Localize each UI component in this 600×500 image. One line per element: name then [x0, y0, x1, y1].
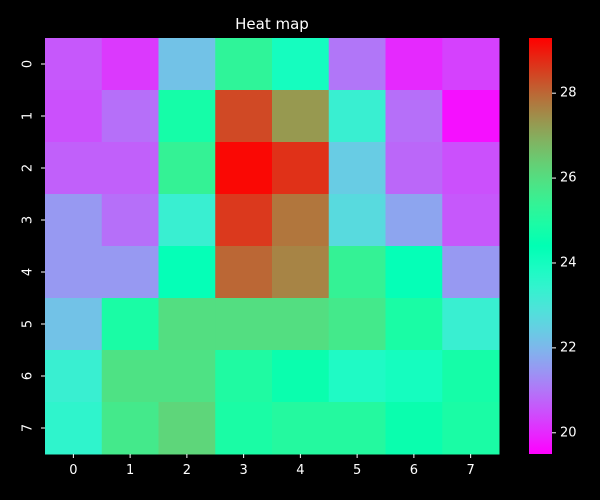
x-tick-label: 3: [239, 463, 247, 478]
heatmap-cell-7-0: [45, 402, 103, 455]
y-tick-label: 7: [21, 424, 36, 432]
heatmap-cell-6-3: [215, 350, 273, 403]
heatmap-cell-1-7: [442, 90, 500, 143]
heatmap-cell-6-7: [442, 350, 500, 403]
heatmap-cell-1-6: [385, 90, 443, 143]
colorbar-ticks: 20 22 24 26 28: [552, 86, 577, 440]
heatmap-cell-4-3: [215, 246, 273, 299]
heatmap-cell-6-6: [385, 350, 443, 403]
heatmap-cell-6-1: [101, 350, 159, 403]
y-tick-label: 1: [21, 112, 36, 120]
heatmap-cell-3-4: [272, 194, 330, 247]
heatmap-cell-0-1: [101, 38, 159, 91]
heatmap-cell-7-5: [328, 402, 386, 455]
heatmap-cell-5-1: [101, 298, 159, 351]
heatmap-cell-0-5: [328, 38, 386, 91]
heatmap-cell-4-7: [442, 246, 500, 299]
heatmap-cell-0-4: [272, 38, 330, 91]
heatmap-cell-2-5: [328, 142, 386, 195]
heatmap-cell-1-2: [158, 90, 216, 143]
x-tick-label: 6: [410, 463, 418, 478]
heatmap-cell-2-6: [385, 142, 443, 195]
colorbar-tick-label: 20: [560, 425, 577, 440]
heatmap-cell-4-6: [385, 246, 443, 299]
heatmap-cell-4-5: [328, 246, 386, 299]
heatmap-cell-4-4: [272, 246, 330, 299]
x-tick-label: 2: [183, 463, 191, 478]
heatmap-cell-3-2: [158, 194, 216, 247]
x-axis: 0 1 2 3 4 5 6 7: [69, 454, 475, 478]
heatmap-cell-5-7: [442, 298, 500, 351]
heatmap-cell-1-5: [328, 90, 386, 143]
heatmap-cell-5-6: [385, 298, 443, 351]
colorbar: [529, 38, 552, 454]
heatmap-cell-4-2: [158, 246, 216, 299]
x-tick-label: 0: [69, 463, 77, 478]
heatmap-cell-2-7: [442, 142, 500, 195]
x-tick-label: 1: [126, 463, 134, 478]
heatmap-cell-7-1: [101, 402, 159, 455]
y-tick-label: 2: [21, 164, 36, 172]
heatmap-cell-3-1: [101, 194, 159, 247]
heatmap-cell-3-6: [385, 194, 443, 247]
heatmap-cell-5-4: [272, 298, 330, 351]
heatmap-cell-0-6: [385, 38, 443, 91]
heatmap-cells: [45, 38, 500, 455]
heatmap-cell-3-0: [45, 194, 103, 247]
heatmap-cell-1-4: [272, 90, 330, 143]
y-tick-label: 4: [21, 268, 36, 276]
heatmap-cell-5-2: [158, 298, 216, 351]
heatmap-cell-6-4: [272, 350, 330, 403]
heatmap-cell-0-0: [45, 38, 103, 91]
heatmap-cell-3-3: [215, 194, 273, 247]
y-axis: 0 1 2 3 4 5 6 7: [21, 60, 45, 432]
y-tick-label: 0: [21, 60, 36, 68]
heatmap-cell-2-1: [101, 142, 159, 195]
heatmap-cell-6-5: [328, 350, 386, 403]
heatmap-cell-0-7: [442, 38, 500, 91]
heatmap-cell-2-2: [158, 142, 216, 195]
heatmap-cell-5-3: [215, 298, 273, 351]
heatmap-cell-1-0: [45, 90, 103, 143]
colorbar-tick-label: 24: [560, 255, 577, 270]
heatmap-cell-2-4: [272, 142, 330, 195]
heatmap-cell-5-0: [45, 298, 103, 351]
y-tick-label: 3: [21, 216, 36, 224]
heatmap-cell-1-1: [101, 90, 159, 143]
heatmap-cell-7-4: [272, 402, 330, 455]
y-tick-label: 5: [21, 320, 36, 328]
colorbar-tick-label: 28: [560, 86, 577, 101]
heatmap-cell-6-0: [45, 350, 103, 403]
colorbar-tick-label: 22: [560, 340, 577, 355]
heatmap-cell-7-2: [158, 402, 216, 455]
x-tick-label: 7: [466, 463, 474, 478]
x-tick-label: 5: [353, 463, 361, 478]
heatmap-cell-4-1: [101, 246, 159, 299]
heatmap-cell-0-3: [215, 38, 273, 91]
heatmap-cell-5-5: [328, 298, 386, 351]
heatmap-cell-2-3: [215, 142, 273, 195]
heatmap-cell-2-0: [45, 142, 103, 195]
chart-title: Heat map: [235, 15, 309, 33]
heatmap-cell-0-2: [158, 38, 216, 91]
heatmap-cell-4-0: [45, 246, 103, 299]
heatmap-cell-7-7: [442, 402, 500, 455]
x-tick-label: 4: [296, 463, 304, 478]
heatmap-cell-7-3: [215, 402, 273, 455]
heatmap-cell-7-6: [385, 402, 443, 455]
heatmap-cell-3-7: [442, 194, 500, 247]
y-tick-label: 6: [21, 372, 36, 380]
heatmap-cell-1-3: [215, 90, 273, 143]
heatmap-cell-3-5: [328, 194, 386, 247]
colorbar-tick-label: 26: [560, 171, 577, 186]
heatmap-cell-6-2: [158, 350, 216, 403]
